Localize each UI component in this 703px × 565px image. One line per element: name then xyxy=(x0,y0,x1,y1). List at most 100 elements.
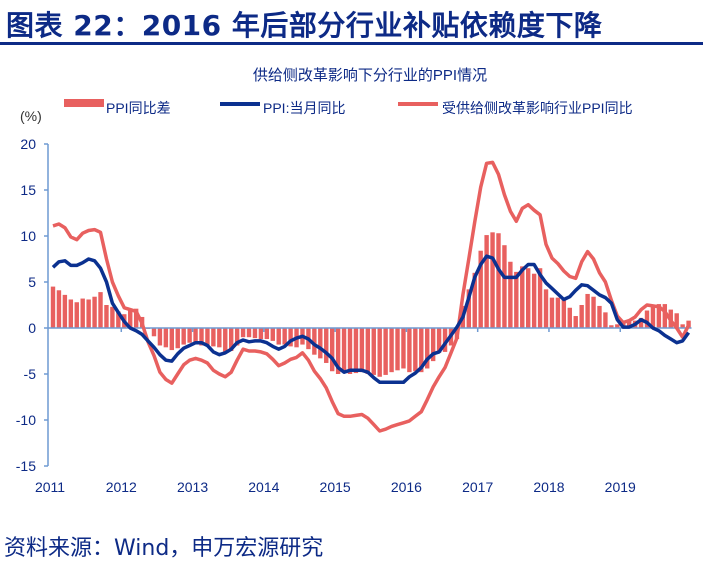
bar-ppi-diff xyxy=(662,304,668,328)
bar-ppi-diff xyxy=(211,328,216,347)
bar-ppi-diff xyxy=(217,328,222,348)
bar-ppi-diff xyxy=(478,250,483,328)
bar-ppi-diff xyxy=(157,328,163,346)
bar-ppi-diff xyxy=(585,293,590,328)
bar-ppi-diff xyxy=(425,328,430,369)
bar-ppi-diff xyxy=(169,328,174,351)
line-affected-ppi xyxy=(52,160,691,433)
bar-ppi-diff xyxy=(401,328,406,369)
bar-ppi-diff xyxy=(567,307,572,328)
bar-ppi-diff xyxy=(353,328,359,374)
y-tick-label: 15 xyxy=(20,182,36,198)
bar-ppi-diff xyxy=(615,324,620,328)
bar-ppi-diff xyxy=(508,261,513,328)
bars-group xyxy=(50,232,691,377)
bar-ppi-diff xyxy=(56,290,62,328)
y-tick-label: -15 xyxy=(16,458,36,474)
x-tick-label: 2017 xyxy=(462,479,493,495)
bar-ppi-diff xyxy=(74,302,79,328)
y-tick-label: 10 xyxy=(20,228,36,244)
source-note: 资料来源：Wind，申万宏源研究 xyxy=(4,536,324,561)
bar-ppi-diff xyxy=(430,328,436,362)
bar-ppi-diff xyxy=(686,320,691,328)
bar-ppi-diff xyxy=(371,328,376,375)
y-tick-label: -10 xyxy=(16,412,36,428)
bar-ppi-diff xyxy=(128,309,133,328)
bar-ppi-diff xyxy=(175,328,180,349)
bar-ppi-diff xyxy=(359,328,365,373)
bar-ppi-diff xyxy=(110,306,115,328)
figure-title: 图表 22：2016 年后部分行业补贴依赖度下降 xyxy=(6,9,603,42)
chart-title: 供给侧改革影响下分行业的PPI情况 xyxy=(253,67,487,84)
bar-ppi-diff xyxy=(543,289,549,328)
bar-ppi-diff xyxy=(573,316,578,328)
bar-ppi-diff xyxy=(591,296,596,328)
y-tick-label: 5 xyxy=(28,274,36,290)
bar-ppi-diff xyxy=(520,266,525,328)
bar-ppi-diff xyxy=(537,268,543,328)
bar-ppi-diff xyxy=(597,305,602,328)
bar-ppi-diff xyxy=(496,233,501,328)
bar-ppi-diff xyxy=(407,328,412,373)
bar-ppi-diff xyxy=(62,294,68,328)
bar-ppi-diff xyxy=(193,328,198,344)
bar-ppi-diff xyxy=(240,328,246,338)
legend-label-ppi: PPI:当月同比 xyxy=(263,100,345,116)
bar-ppi-diff xyxy=(365,328,371,374)
bar-ppi-diff xyxy=(561,299,567,328)
line-ppi xyxy=(51,254,691,385)
y-tick-label: -5 xyxy=(24,366,37,382)
bar-ppi-diff xyxy=(656,304,662,328)
bar-ppi-diff xyxy=(133,308,139,328)
bar-ppi-diff xyxy=(579,305,584,328)
bar-ppi-diff xyxy=(347,328,353,374)
x-tick-label: 2014 xyxy=(248,479,279,495)
x-tick-label: 2015 xyxy=(320,479,351,495)
bar-ppi-diff xyxy=(318,328,323,359)
legend-label-affected: 受供给侧改革影响行业PPI同比 xyxy=(442,100,633,116)
bar-ppi-diff xyxy=(329,328,335,372)
bar-ppi-diff xyxy=(531,273,537,328)
bar-ppi-diff xyxy=(187,328,192,343)
y-tick-label: 0 xyxy=(28,320,36,336)
bar-ppi-diff xyxy=(324,328,329,363)
x-tick-label: 2013 xyxy=(177,479,208,495)
bar-ppi-diff xyxy=(246,328,252,338)
bar-ppi-diff xyxy=(229,328,234,351)
bar-ppi-diff xyxy=(502,245,507,328)
bar-ppi-diff xyxy=(680,324,685,328)
bar-ppi-diff xyxy=(80,298,85,328)
y-tick-label: 20 xyxy=(20,136,36,152)
bar-ppi-diff xyxy=(288,328,293,347)
bar-ppi-diff xyxy=(383,328,388,375)
bar-ppi-diff xyxy=(276,328,281,345)
bar-ppi-diff xyxy=(199,328,204,346)
bar-ppi-diff xyxy=(312,328,317,355)
bar-ppi-diff xyxy=(674,313,679,328)
bar-ppi-diff xyxy=(151,328,157,337)
bar-ppi-diff xyxy=(68,299,74,328)
bar-ppi-diff xyxy=(466,289,471,328)
bar-ppi-diff xyxy=(258,328,264,340)
bar-ppi-diff xyxy=(377,328,382,377)
bar-ppi-diff xyxy=(282,328,287,345)
bar-ppi-diff xyxy=(86,299,91,328)
bar-ppi-diff xyxy=(626,321,632,328)
legend-label-bar: PPI同比差 xyxy=(106,100,171,116)
bar-ppi-diff xyxy=(514,271,519,328)
bar-ppi-diff xyxy=(50,286,56,328)
bar-ppi-diff xyxy=(442,328,448,352)
y-axis-unit: (%) xyxy=(20,108,42,124)
x-tick-label: 2018 xyxy=(533,479,564,495)
bar-ppi-diff xyxy=(484,235,489,328)
bar-ppi-diff xyxy=(234,328,240,346)
x-tick-label: 2016 xyxy=(391,479,422,495)
bar-ppi-diff xyxy=(389,328,394,373)
bar-ppi-diff xyxy=(603,312,608,328)
bar-ppi-diff xyxy=(163,328,169,348)
bar-ppi-diff xyxy=(335,328,341,374)
x-tick-label: 2012 xyxy=(106,479,137,495)
bar-ppi-diff xyxy=(472,272,477,328)
